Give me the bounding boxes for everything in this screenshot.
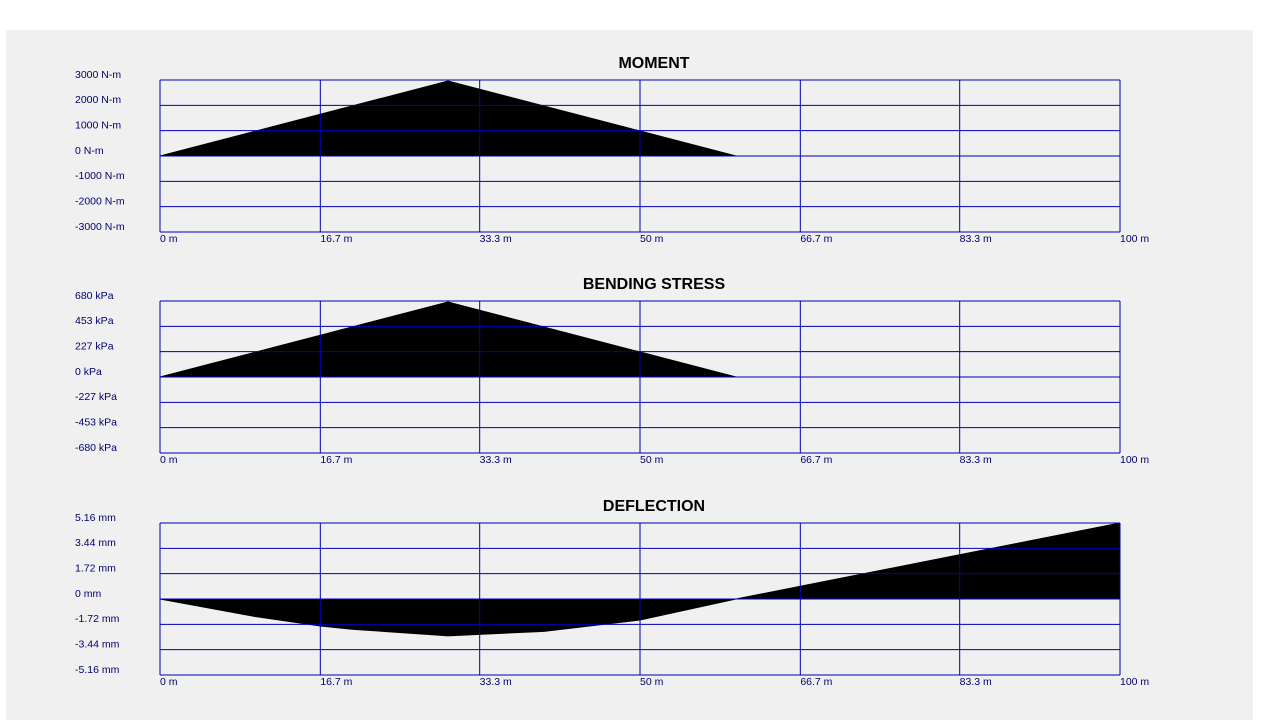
x-tick-label: 33.3 m bbox=[480, 454, 512, 466]
y-tick-label: -2000 N-m bbox=[75, 195, 125, 207]
x-tick-label: 66.7 m bbox=[800, 454, 832, 466]
x-tick-label: 50 m bbox=[640, 233, 664, 245]
x-tick-label: 100 m bbox=[1120, 454, 1149, 466]
x-tick-label: 100 m bbox=[1120, 233, 1149, 245]
y-tick-label: 3000 N-m bbox=[75, 69, 121, 81]
x-tick-label: 16.7 m bbox=[320, 676, 352, 688]
x-tick-label: 50 m bbox=[640, 676, 664, 688]
y-tick-label: 0 mm bbox=[75, 588, 102, 600]
y-tick-label: -1.72 mm bbox=[75, 613, 120, 625]
y-tick-label: -3.44 mm bbox=[75, 638, 120, 650]
x-tick-label: 100 m bbox=[1120, 676, 1149, 688]
area-fill bbox=[160, 302, 1120, 377]
chart-title: BENDING STRESS bbox=[583, 276, 726, 293]
x-tick-label: 0 m bbox=[160, 233, 178, 245]
x-tick-label: 83.3 m bbox=[960, 233, 992, 245]
x-tick-label: 83.3 m bbox=[960, 454, 992, 466]
y-tick-label: -1000 N-m bbox=[75, 170, 125, 182]
x-tick-label: 33.3 m bbox=[480, 676, 512, 688]
x-tick-label: 66.7 m bbox=[800, 233, 832, 245]
x-tick-label: 50 m bbox=[640, 454, 664, 466]
y-tick-label: 0 N-m bbox=[75, 145, 104, 157]
chart-title: DEFLECTION bbox=[603, 498, 705, 515]
y-tick-label: 3.44 mm bbox=[75, 537, 116, 549]
y-tick-label: 5.16 mm bbox=[75, 512, 116, 524]
chart-title: MOMENT bbox=[618, 55, 689, 72]
y-tick-label: 227 kPa bbox=[75, 340, 114, 352]
y-tick-label: 680 kPa bbox=[75, 290, 114, 302]
x-tick-label: 33.3 m bbox=[480, 233, 512, 245]
x-tick-label: 16.7 m bbox=[320, 233, 352, 245]
y-tick-label: -227 kPa bbox=[75, 391, 117, 403]
y-tick-label: -5.16 mm bbox=[75, 664, 120, 676]
x-tick-label: 83.3 m bbox=[960, 676, 992, 688]
x-tick-label: 0 m bbox=[160, 454, 178, 466]
y-tick-label: 1000 N-m bbox=[75, 119, 121, 131]
x-tick-label: 16.7 m bbox=[320, 454, 352, 466]
y-tick-label: 0 kPa bbox=[75, 366, 102, 378]
area-fill bbox=[160, 81, 1120, 156]
y-tick-label: -453 kPa bbox=[75, 416, 117, 428]
y-tick-label: 453 kPa bbox=[75, 315, 114, 327]
y-tick-label: 1.72 mm bbox=[75, 562, 116, 574]
x-tick-label: 66.7 m bbox=[800, 676, 832, 688]
y-tick-label: 2000 N-m bbox=[75, 94, 121, 106]
x-tick-label: 0 m bbox=[160, 676, 178, 688]
area-fill bbox=[160, 523, 1120, 636]
y-tick-label: -680 kPa bbox=[75, 442, 117, 454]
y-tick-label: -3000 N-m bbox=[75, 221, 125, 233]
